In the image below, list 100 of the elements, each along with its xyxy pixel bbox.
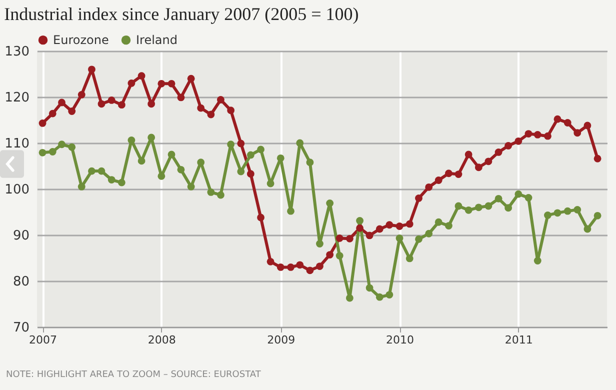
point	[128, 80, 136, 87]
point	[177, 94, 185, 102]
point	[494, 194, 502, 202]
point	[266, 258, 274, 266]
point	[287, 207, 294, 215]
point	[237, 168, 245, 176]
point	[454, 202, 462, 210]
point	[306, 266, 314, 274]
point	[168, 150, 176, 158]
point	[197, 158, 205, 166]
point	[434, 218, 442, 226]
chart-title: Industrial index since January 2007 (2005 = 100)	[4, 4, 359, 24]
point	[386, 291, 394, 298]
text: NOTE: HIGHLIGHT AREA TO ZOOM – SOURCE: EUROSTAT	[6, 370, 261, 380]
point	[564, 207, 572, 215]
point	[415, 194, 422, 202]
point	[207, 110, 215, 118]
point	[454, 170, 462, 178]
x-tick-label: 2007	[29, 334, 58, 346]
point	[564, 119, 572, 126]
point	[276, 154, 284, 162]
point	[257, 146, 264, 154]
point	[484, 202, 492, 210]
point	[574, 129, 582, 137]
point	[594, 154, 602, 162]
point	[306, 158, 314, 166]
point	[376, 225, 384, 233]
point	[534, 257, 542, 264]
y-tick-label: 100	[4, 182, 30, 198]
point	[158, 172, 166, 180]
point	[148, 134, 156, 142]
point	[246, 151, 254, 159]
point	[78, 91, 86, 98]
point	[138, 157, 146, 165]
point	[504, 204, 512, 212]
x-tick-label: 2010	[386, 334, 414, 346]
point	[128, 136, 136, 144]
point	[474, 164, 482, 172]
point	[276, 264, 284, 271]
point	[396, 234, 404, 242]
point	[287, 264, 294, 271]
point	[396, 222, 404, 230]
point	[356, 224, 364, 232]
point	[376, 293, 384, 301]
point	[48, 148, 56, 156]
point	[296, 261, 304, 269]
point	[227, 106, 235, 114]
point	[504, 142, 512, 150]
point	[336, 234, 344, 242]
point	[187, 74, 195, 82]
point	[356, 217, 364, 224]
point	[474, 204, 482, 212]
legend-label: Ireland	[136, 33, 178, 48]
point	[296, 139, 304, 147]
point	[366, 284, 374, 292]
point	[514, 190, 522, 198]
point	[48, 110, 56, 118]
point	[444, 222, 452, 230]
point	[38, 148, 46, 156]
point	[406, 254, 414, 262]
point	[266, 180, 274, 188]
point	[346, 234, 354, 242]
y-tick-label: 70	[12, 320, 30, 336]
point	[108, 176, 116, 184]
point	[148, 100, 156, 108]
x-tick-label: 2008	[148, 334, 176, 346]
y-tick-label: 110	[4, 136, 30, 152]
point	[68, 143, 76, 151]
point	[158, 80, 166, 88]
point	[168, 80, 176, 88]
point	[227, 140, 235, 148]
point	[554, 209, 562, 217]
legend-label: Eurozone	[53, 33, 109, 48]
y-tick-label: 80	[12, 274, 30, 290]
point	[544, 132, 552, 140]
point	[425, 183, 433, 191]
point	[584, 122, 592, 130]
point	[197, 104, 205, 112]
y-tick-label: 120	[4, 90, 30, 106]
y-tick-label: 130	[4, 44, 30, 60]
point	[574, 206, 582, 214]
point	[98, 100, 106, 108]
point	[366, 232, 374, 240]
point	[98, 167, 106, 175]
point	[464, 150, 472, 158]
point	[386, 221, 394, 229]
point	[425, 230, 433, 238]
point	[207, 188, 215, 196]
point	[88, 167, 96, 175]
point	[346, 294, 354, 302]
point	[464, 206, 472, 214]
point	[88, 66, 96, 74]
point	[177, 166, 185, 174]
point	[534, 131, 542, 138]
point	[524, 194, 532, 202]
point	[38, 120, 46, 127]
point	[514, 137, 522, 145]
point	[216, 96, 224, 104]
point	[316, 240, 324, 248]
point	[216, 191, 224, 199]
